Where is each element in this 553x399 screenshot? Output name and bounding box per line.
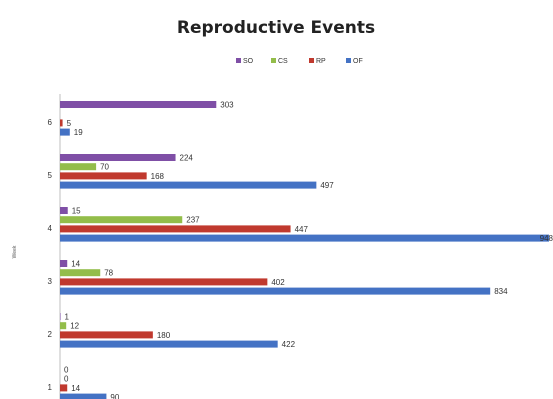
bar-so-week-5 xyxy=(60,154,176,161)
category-tick-2: 2 xyxy=(48,330,53,339)
data-label-rp-week-1: 14 xyxy=(71,384,80,393)
legend-swatch-of xyxy=(346,58,351,63)
bar-of-week-2 xyxy=(60,340,278,348)
bar-so-week-3 xyxy=(60,260,68,267)
data-label-cs-week-2: 12 xyxy=(70,322,79,331)
bar-of-week-3 xyxy=(60,287,491,295)
category-tick-6: 6 xyxy=(48,118,53,127)
data-label-so-week-4: 15 xyxy=(72,207,81,216)
bar-rp-week-6 xyxy=(60,119,63,127)
bar-so-week-6 xyxy=(60,101,217,108)
category-tick-1: 1 xyxy=(48,383,53,392)
legend-label-cs: CS xyxy=(278,58,288,65)
bar-of-week-4 xyxy=(60,234,549,242)
bar-of-week-1 xyxy=(60,393,107,399)
bar-rp-week-1 xyxy=(60,384,68,392)
data-label-cs-week-4: 237 xyxy=(186,216,200,225)
legend-swatch-cs xyxy=(271,58,276,63)
data-label-of-week-3: 834 xyxy=(494,287,508,296)
bar-rp-week-4 xyxy=(60,225,291,233)
data-label-of-week-4: 948 xyxy=(540,234,553,243)
bar-cs-week-5 xyxy=(60,163,97,171)
bar-cs-week-3 xyxy=(60,269,101,277)
data-label-rp-week-2: 180 xyxy=(157,331,171,340)
legend-swatch-so xyxy=(236,58,241,63)
bars-group: 1001490211218042231478402834415237447948… xyxy=(48,101,553,399)
legend-swatch-rp xyxy=(309,58,314,63)
data-label-of-week-1: 90 xyxy=(110,393,119,399)
data-label-of-week-2: 422 xyxy=(282,340,296,349)
y-axis-title-group: Week xyxy=(12,245,18,258)
data-label-so-week-2: 1 xyxy=(65,313,70,322)
data-label-cs-week-3: 78 xyxy=(104,269,113,278)
bar-of-week-5 xyxy=(60,181,317,189)
data-label-of-week-5: 497 xyxy=(320,181,334,190)
bar-cs-week-2 xyxy=(60,322,67,330)
category-tick-5: 5 xyxy=(48,171,53,180)
bar-cs-week-4 xyxy=(60,216,183,224)
bar-rp-week-3 xyxy=(60,278,268,286)
data-label-rp-week-6: 5 xyxy=(67,119,72,128)
bar-rp-week-2 xyxy=(60,331,153,339)
bar-of-week-6 xyxy=(60,128,70,136)
bar-rp-week-5 xyxy=(60,172,147,180)
data-label-so-week-3: 14 xyxy=(71,260,80,269)
bar-so-week-2 xyxy=(60,313,61,320)
y-axis-title: Week xyxy=(12,245,18,258)
category-tick-3: 3 xyxy=(48,277,53,286)
category-tick-4: 4 xyxy=(48,224,53,233)
chart-title: Reproductive Events xyxy=(177,18,375,38)
data-label-so-week-5: 224 xyxy=(180,154,194,163)
data-label-cs-week-5: 70 xyxy=(100,163,109,172)
legend-label-rp: RP xyxy=(316,58,326,65)
data-label-cs-week-1: 0 xyxy=(64,375,69,384)
data-label-rp-week-3: 402 xyxy=(271,278,285,287)
bar-so-week-4 xyxy=(60,207,68,214)
data-label-of-week-6: 19 xyxy=(74,128,83,137)
legend: SO CS RP OF xyxy=(236,58,363,65)
legend-label-of: OF xyxy=(353,58,363,65)
data-label-rp-week-4: 447 xyxy=(295,225,309,234)
data-label-rp-week-5: 168 xyxy=(151,172,165,181)
data-label-so-week-1: 0 xyxy=(64,366,69,375)
legend-label-so: SO xyxy=(243,58,254,65)
data-label-so-week-6: 303 xyxy=(220,101,234,110)
